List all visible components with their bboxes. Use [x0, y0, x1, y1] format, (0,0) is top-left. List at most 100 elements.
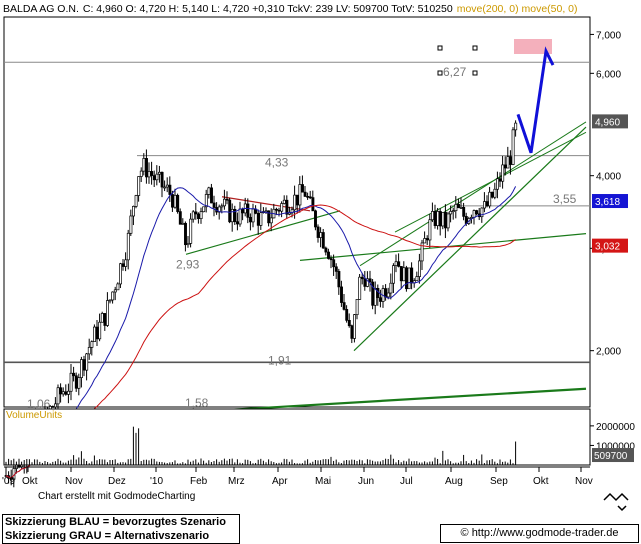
candle-body [106, 300, 109, 326]
candle-body [178, 211, 182, 225]
ma-legend: move(200, 0) move(50, 0) [457, 3, 578, 15]
candle-body [303, 191, 307, 197]
candle-body [475, 210, 479, 215]
candle-body [77, 377, 81, 389]
candle-body [217, 206, 221, 213]
target-marker [437, 70, 443, 76]
candle-body [194, 211, 198, 215]
candle-body [334, 266, 338, 272]
candle-body [165, 184, 169, 188]
candle-body [389, 282, 393, 294]
candle-body [282, 199, 286, 204]
candle-body [163, 186, 167, 189]
candle-body [204, 194, 208, 208]
time-axis-label: Aug [445, 476, 463, 487]
candle-body [121, 263, 125, 267]
candle-body [72, 372, 76, 377]
volume-badge-label: 509700 [594, 451, 628, 462]
time-axis-label: Sep [490, 476, 508, 487]
candle-body [207, 187, 211, 195]
candle-body [223, 198, 226, 207]
volume-axis-label: 1000000 [596, 441, 635, 452]
candle-body [9, 478, 13, 480]
candle-body [184, 222, 187, 246]
candle-body [366, 278, 369, 287]
chart-title: BALDA AG O.N. [3, 3, 79, 15]
candle-body [498, 178, 502, 182]
time-axis: '09 Okt Nov Dez '10 Feb Mrz Apr Mai Jun Jul Aug Sep O… [2, 466, 593, 487]
candle-body [345, 309, 349, 321]
candle-body [428, 219, 432, 241]
candle-body [457, 204, 460, 209]
candle-body [511, 129, 515, 165]
candle-body [358, 276, 362, 300]
ma-50-line [5, 186, 517, 479]
candle-body [480, 207, 484, 218]
candle-body [95, 326, 99, 340]
candle-body [311, 197, 315, 212]
candle-body [503, 164, 507, 169]
candle-body [280, 203, 284, 212]
scenario-blue-path [516, 46, 555, 154]
candle-body [514, 122, 518, 131]
volume-axis-label: 2000000 [596, 422, 635, 433]
candle-body [373, 287, 377, 306]
candle-body [298, 184, 302, 206]
godmode-logo-icon [600, 492, 634, 512]
candle-body [433, 211, 437, 226]
candle-body [132, 206, 135, 217]
candle-body [93, 326, 96, 343]
candle-body [269, 217, 273, 224]
price-badge-label: 4,960 [595, 117, 620, 128]
candle-body [67, 390, 70, 395]
candle-body [171, 194, 174, 208]
candle-body [64, 391, 68, 395]
candle-body [402, 267, 406, 282]
candle-body [249, 216, 252, 223]
level-label: 2,93 [176, 257, 200, 271]
price-badge-label: 3,618 [595, 197, 620, 208]
candle-body [147, 171, 151, 178]
candle-body [501, 164, 505, 182]
candle-body [267, 210, 271, 224]
candle-body [176, 194, 180, 212]
candle-body [446, 213, 450, 229]
candle-body [152, 175, 156, 181]
website-link[interactable]: © http://www.godmode-trader.de [440, 524, 639, 543]
candle-body [233, 208, 237, 223]
candle-body [485, 201, 489, 207]
candle-body [295, 194, 299, 206]
candle-body [160, 171, 164, 188]
candle-body [111, 291, 115, 301]
candle-body [462, 206, 466, 217]
target-zone [514, 39, 552, 54]
candle-body [103, 313, 107, 326]
candle-body [308, 196, 312, 199]
time-axis-label: Jul [400, 476, 413, 487]
scenario-blue-text: Skizzierung BLAU = bevorzugtes Szenario [5, 516, 226, 528]
candle-body [488, 191, 492, 207]
candle-body [259, 212, 263, 226]
candle-body [228, 199, 232, 223]
candle-body [410, 267, 414, 284]
candle-body [197, 213, 200, 219]
candle-body [87, 346, 91, 355]
time-axis-label: Apr [272, 476, 288, 487]
time-axis-label: Dez [108, 476, 126, 487]
candle-body [142, 158, 146, 172]
scenario-gray-text: Skizzierung GRAU = Alternativszenario [5, 530, 210, 542]
candle-body [59, 387, 63, 395]
price-badges: 4,960 3,618 3,032 [592, 114, 628, 253]
time-axis-label: Nov [575, 476, 593, 487]
candle-body [337, 271, 341, 288]
candle-body [134, 195, 138, 207]
scenario-sketch [514, 39, 555, 154]
candle-body [100, 313, 104, 323]
candle-body [509, 156, 512, 165]
time-axis-label: Mai [315, 476, 331, 487]
candle-body [293, 194, 297, 211]
candle-body [490, 191, 494, 198]
candle-body [327, 251, 330, 259]
